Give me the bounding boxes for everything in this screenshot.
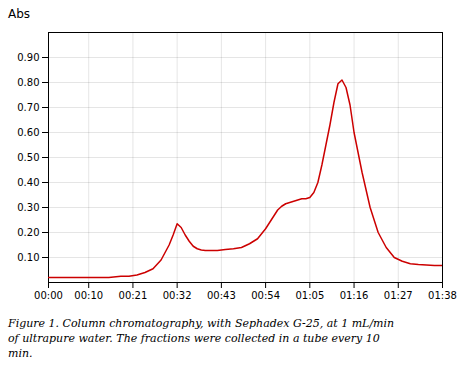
svg-text:0.10: 0.10 (17, 252, 39, 263)
svg-text:0.60: 0.60 (17, 127, 39, 138)
svg-text:0.70: 0.70 (17, 102, 39, 113)
html-text:of ultrapure water. The fracti: of ultrapure water. The fractions were c… (8, 332, 380, 345)
svg-text:00:10: 00:10 (74, 290, 103, 301)
svg-text:0.30: 0.30 (17, 202, 39, 213)
svg-text:0.80: 0.80 (17, 77, 39, 88)
svg-text:0.90: 0.90 (17, 52, 39, 63)
svg-text:00:21: 00:21 (119, 290, 148, 301)
svg-text:0.20: 0.20 (17, 227, 39, 238)
svg-text:01:38: 01:38 (428, 290, 457, 301)
html-text:min.: min. (8, 347, 33, 360)
svg-text:00:43: 00:43 (207, 290, 236, 301)
svg-text:0.40: 0.40 (17, 177, 39, 188)
html-text:Abs: Abs (8, 7, 31, 21)
svg-text:01:05: 01:05 (295, 290, 324, 301)
svg-text:01:27: 01:27 (384, 290, 413, 301)
svg-text:01:16: 01:16 (340, 290, 369, 301)
svg-text:00:32: 00:32 (163, 290, 192, 301)
svg-text:0.50: 0.50 (17, 152, 39, 163)
html-text:Figure 1. Column chromatograph: Figure 1. Column chromatography, with Se… (8, 317, 395, 330)
svg-text:00:54: 00:54 (251, 290, 280, 301)
svg-text:00:00: 00:00 (34, 290, 63, 301)
